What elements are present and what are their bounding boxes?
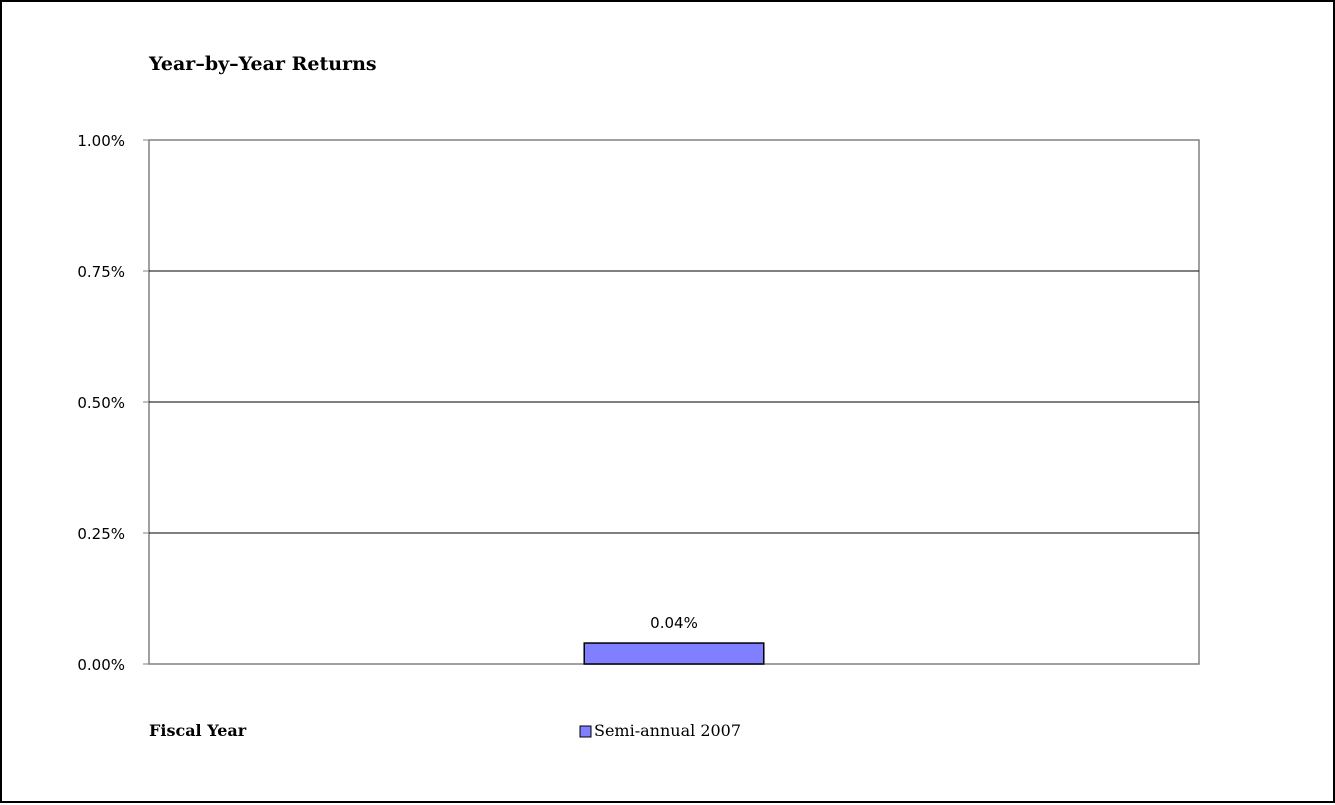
gridlines <box>149 270 1199 534</box>
y-tick-label: 0.75% <box>77 263 125 281</box>
bars: 0.04% <box>583 614 765 665</box>
y-tick-label: 0.50% <box>77 394 125 412</box>
bar <box>583 642 765 665</box>
x-axis-label: Fiscal Year <box>149 721 247 740</box>
legend-label: Semi-annual 2007 <box>594 721 741 740</box>
legend-swatch <box>579 725 592 738</box>
legend: Semi-annual 2007 <box>579 721 741 740</box>
y-tick-label: 1.00% <box>77 132 125 150</box>
y-tick-label: 0.00% <box>77 656 125 674</box>
chart-title: Year–by–Year Returns <box>148 53 377 75</box>
bar-data-label: 0.04% <box>650 614 698 632</box>
y-tick-label: 0.25% <box>77 525 125 543</box>
y-axis-ticks: 0.00% 0.25% 0.50% 0.75% 1.00% <box>77 132 149 674</box>
